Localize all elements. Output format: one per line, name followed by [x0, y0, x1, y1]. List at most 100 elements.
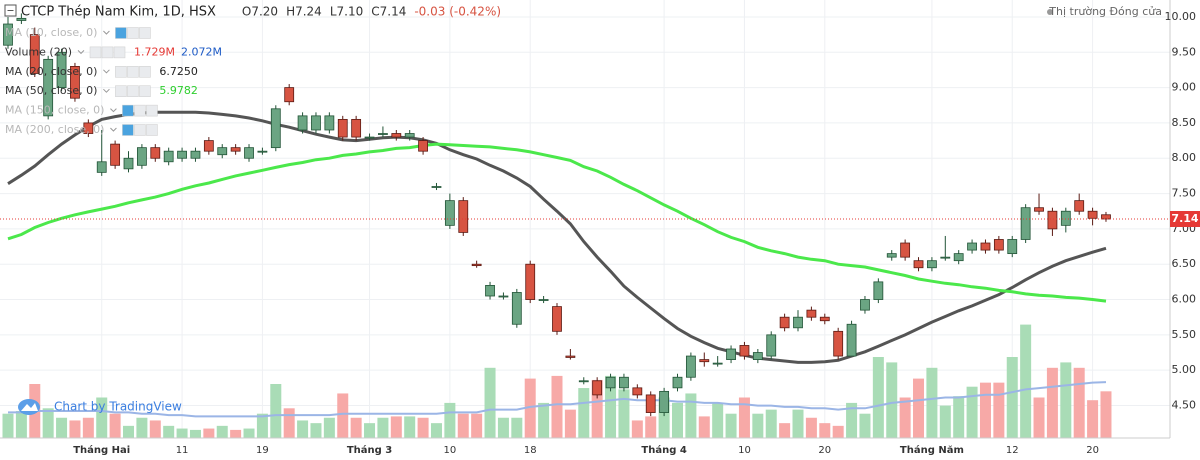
x-tick-label: Tháng 4 — [641, 444, 686, 456]
legend-eye-button[interactable] — [115, 66, 127, 78]
volume-bar — [1020, 324, 1032, 438]
legend-eye-button[interactable] — [115, 27, 127, 39]
legend-eye-button[interactable] — [115, 85, 127, 97]
candle-body — [940, 256, 951, 259]
legend-settings-button[interactable] — [101, 46, 114, 59]
y-tick-label: 5.50 — [1172, 328, 1197, 341]
y-tick-label: 9.50 — [1172, 45, 1197, 58]
volume-bar — [417, 417, 429, 438]
legend-controls[interactable] — [115, 66, 151, 78]
legend-arrow — [110, 127, 117, 132]
volume-bar — [564, 409, 576, 438]
volume-bar — [859, 413, 871, 438]
legend-eye-button[interactable] — [122, 124, 134, 136]
collapse-icon[interactable] — [4, 4, 17, 17]
candle-body — [846, 323, 857, 357]
candle-body — [766, 334, 777, 357]
volume-bar — [926, 367, 938, 438]
volume-bar — [42, 408, 54, 438]
volume-bar — [15, 411, 27, 438]
candle-body — [993, 239, 1004, 251]
watermark[interactable]: Chart by TradingView — [54, 400, 182, 414]
legend-name: MA (200, close, 0) — [5, 123, 104, 136]
x-tick-label: Tháng Hai — [73, 444, 130, 456]
legend-settings-button[interactable] — [127, 66, 139, 78]
candle-body — [136, 147, 147, 166]
market-status: Thị trường Đóng cửa — [1048, 5, 1162, 18]
volume-bar — [310, 423, 322, 438]
volume-bar — [913, 378, 925, 438]
legend-eye-button[interactable] — [122, 104, 134, 117]
volume-bar — [712, 402, 724, 438]
volume-bar — [524, 378, 536, 438]
candle-body — [203, 140, 214, 152]
legend-eye-button[interactable] — [89, 46, 102, 59]
candle-body — [177, 150, 187, 159]
candle-body — [431, 186, 442, 188]
legend-value: 5.9782 — [159, 84, 198, 97]
volume-bar — [993, 382, 1005, 438]
candle-body — [391, 133, 402, 138]
candle-body — [163, 150, 174, 163]
legend-remove-button[interactable] — [146, 124, 158, 136]
volume-bar — [230, 429, 242, 438]
candle-body — [565, 355, 576, 358]
candle-body — [927, 260, 937, 269]
legend-remove-button[interactable] — [146, 104, 158, 117]
x-tick-label: 20 — [818, 445, 831, 456]
x-tick-label: Tháng 3 — [347, 444, 392, 456]
legend-name: Volume (20) — [5, 45, 72, 58]
candle-body — [110, 143, 121, 166]
candle-body — [752, 352, 763, 360]
volume-bar — [323, 417, 335, 438]
legend-arrow — [103, 30, 110, 35]
candle-body — [619, 376, 629, 389]
volume-bar — [578, 388, 590, 438]
legend-name: MA (10, close, 0) — [5, 26, 97, 39]
candle-body — [953, 253, 964, 262]
last-price-label: 7.14 — [1171, 212, 1198, 225]
candle-body — [793, 316, 803, 329]
ohlc-value: H7.24 — [286, 5, 322, 19]
candle-body — [190, 150, 201, 159]
candle-body — [1047, 210, 1058, 230]
legend-remove-button[interactable] — [139, 85, 151, 97]
candle-body — [270, 108, 281, 149]
candle-body — [364, 136, 375, 139]
legend-remove-button[interactable] — [113, 46, 126, 59]
legend-controls[interactable] — [122, 104, 158, 117]
legend-remove-button[interactable] — [139, 66, 151, 78]
legend-controls[interactable] — [89, 46, 126, 59]
ma-lines — [7, 110, 1107, 364]
volume-bar — [846, 402, 858, 438]
candle-body — [980, 242, 991, 251]
volume-bar — [805, 417, 817, 438]
volume-bar — [953, 396, 965, 438]
legend-name: MA (50, close, 0) — [5, 84, 97, 97]
volume-bar — [685, 393, 697, 438]
candle-body — [498, 295, 509, 298]
candle-body — [605, 376, 616, 389]
legend-settings-button[interactable] — [127, 27, 139, 39]
legend-settings-button[interactable] — [127, 85, 139, 97]
legend-controls[interactable] — [115, 27, 151, 39]
legend-settings-button[interactable] — [134, 104, 146, 117]
candle-body — [726, 348, 736, 360]
volume-bar — [430, 423, 442, 438]
volume-bar — [189, 429, 201, 438]
volume-bar — [390, 416, 402, 438]
volume-bar — [672, 402, 683, 438]
y-tick-label: 5.00 — [1172, 363, 1197, 376]
candle-body — [458, 200, 469, 233]
volume-bar — [832, 425, 844, 438]
candle-body — [645, 394, 656, 413]
legend-controls[interactable] — [122, 124, 158, 136]
candle-body — [913, 260, 924, 269]
ma-line — [7, 110, 1107, 364]
legend-settings-button[interactable] — [134, 124, 146, 136]
legend-controls[interactable] — [115, 85, 151, 97]
legend-remove-button[interactable] — [139, 27, 151, 39]
volume-bar — [270, 384, 282, 438]
volume-bar — [56, 417, 68, 438]
candle-body — [217, 147, 228, 156]
